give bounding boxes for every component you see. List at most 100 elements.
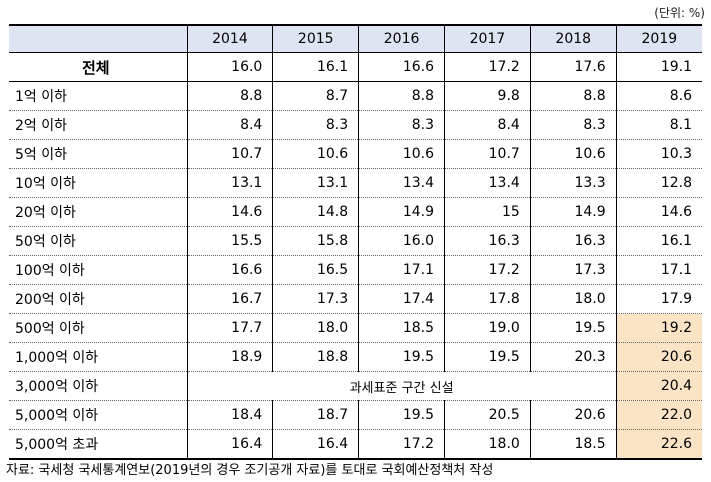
table-cell: 17.3 — [529, 255, 617, 285]
table-cell: 16.3 — [529, 226, 617, 256]
table-cell: 19.5 — [358, 342, 445, 372]
row-label: 5,000억 이하 — [9, 400, 187, 430]
highlighted-cell: 22.6 — [615, 429, 702, 460]
table-cell: 19.5 — [529, 313, 617, 343]
row-label: 10억 이하 — [9, 168, 187, 198]
table-row: 100억 이하 16.6 16.5 17.1 17.2 17.3 17.1 — [9, 255, 702, 285]
table-cell: 15.5 — [186, 226, 273, 256]
table-cell: 10.3 — [615, 139, 702, 169]
table-cell: 14.6 — [615, 197, 702, 227]
header-year-2019: 2019 — [615, 24, 702, 53]
table-row: 5,000억 초과 16.4 16.4 17.2 18.0 18.5 22.6 — [9, 429, 702, 460]
table-row: 10억 이하 13.1 13.1 13.4 13.4 13.3 12.8 — [9, 168, 702, 198]
table-cell: 16.0 — [358, 226, 445, 256]
table-cell: 8.7 — [272, 81, 359, 111]
header-year-2015: 2015 — [272, 24, 359, 53]
table-cell: 8.6 — [615, 81, 702, 111]
row-label: 전체 — [9, 52, 187, 82]
highlighted-cell: 22.0 — [615, 400, 702, 430]
table-cell: 17.2 — [443, 52, 531, 82]
table-row: 3,000억 이하 과세표준 구간 신설 20.4 — [9, 371, 702, 401]
table-cell: 18.0 — [272, 313, 359, 343]
table-cell: 17.7 — [186, 313, 273, 343]
table-cell: 20.6 — [529, 400, 617, 430]
table-cell: 8.1 — [615, 110, 702, 140]
tax-rate-table: 2014 2015 2016 2017 2018 2019 전체 16.0 16… — [9, 24, 702, 460]
table-cell: 13.3 — [529, 168, 617, 198]
table-cell: 18.4 — [186, 400, 273, 430]
table-cell: 15 — [443, 197, 531, 227]
table-cell: 19.1 — [615, 52, 702, 82]
table-cell: 8.8 — [529, 81, 617, 111]
table-row: 1,000억 이하 18.9 18.8 19.5 19.5 20.3 20.6 — [9, 342, 702, 372]
table-cell: 13.4 — [443, 168, 531, 198]
table-cell: 8.4 — [186, 110, 273, 140]
unit-label: (단위: %) — [654, 6, 705, 20]
table-cell: 8.8 — [358, 81, 445, 111]
header-year-2016: 2016 — [358, 24, 445, 53]
table-cell: 18.7 — [272, 400, 359, 430]
header-year-2018: 2018 — [529, 24, 617, 53]
row-label: 5억 이하 — [9, 139, 187, 169]
row-label: 1,000억 이하 — [9, 342, 187, 372]
table-cell: 16.1 — [615, 226, 702, 256]
table-row: 5억 이하 10.7 10.6 10.6 10.7 10.6 10.3 — [9, 139, 702, 169]
table-cell: 19.5 — [358, 400, 445, 430]
table-cell: 16.1 — [272, 52, 359, 82]
table-cell: 17.4 — [358, 284, 445, 314]
table-cell: 16.4 — [186, 429, 273, 460]
table-cell: 8.3 — [529, 110, 617, 140]
table-cell: 17.2 — [358, 429, 445, 460]
source-note: 자료: 국세청 국세통계연보(2019년의 경우 조기공개 자료)를 토대로 국… — [6, 463, 494, 478]
header-year-2017: 2017 — [443, 24, 531, 53]
header-year-2014: 2014 — [186, 24, 273, 53]
table-cell: 18.0 — [443, 429, 531, 460]
table-cell: 14.9 — [358, 197, 445, 227]
table-cell: 18.9 — [186, 342, 273, 372]
row-label: 1억 이하 — [9, 81, 187, 111]
row-label: 50억 이하 — [9, 226, 187, 256]
table-cell: 17.3 — [272, 284, 359, 314]
table-row: 20억 이하 14.6 14.8 14.9 15 14.9 14.6 — [9, 197, 702, 227]
table-cell: 17.1 — [358, 255, 445, 285]
table-cell: 18.0 — [529, 284, 617, 314]
table-cell: 17.9 — [615, 284, 702, 314]
table-cell: 17.2 — [443, 255, 531, 285]
highlighted-cell: 20.4 — [615, 371, 702, 401]
table-row: 50억 이하 15.5 15.8 16.0 16.3 16.3 16.1 — [9, 226, 702, 256]
table-cell: 10.7 — [443, 139, 531, 169]
table-cell: 20.5 — [443, 400, 531, 430]
table-cell: 8.4 — [443, 110, 531, 140]
table-cell: 16.5 — [272, 255, 359, 285]
table-cell: 14.8 — [272, 197, 359, 227]
table-row-total: 전체 16.0 16.1 16.6 17.2 17.6 19.1 — [9, 52, 702, 82]
row-label: 500억 이하 — [9, 313, 187, 343]
table-cell: 12.8 — [615, 168, 702, 198]
table-row: 1억 이하 8.8 8.7 8.8 9.8 8.8 8.6 — [9, 81, 702, 111]
table-cell: 16.6 — [186, 255, 273, 285]
table-cell: 15.8 — [272, 226, 359, 256]
table-cell: 16.0 — [186, 52, 273, 82]
header-cell-blank — [9, 24, 187, 53]
table-cell: 8.3 — [358, 110, 445, 140]
row-label: 2억 이하 — [9, 110, 187, 140]
highlighted-cell: 19.2 — [615, 313, 702, 343]
table-cell: 13.4 — [358, 168, 445, 198]
table-cell: 10.6 — [358, 139, 445, 169]
table-cell: 9.8 — [443, 81, 531, 111]
table-cell: 20.3 — [529, 342, 617, 372]
row-label: 20억 이하 — [9, 197, 187, 227]
table-cell: 13.1 — [272, 168, 359, 198]
table-cell: 17.8 — [443, 284, 531, 314]
table-cell: 19.0 — [443, 313, 531, 343]
table-cell: 16.4 — [272, 429, 359, 460]
merged-note-cell: 과세표준 구간 신설 — [186, 371, 617, 401]
table-cell: 16.7 — [186, 284, 273, 314]
table-cell: 13.1 — [186, 168, 273, 198]
table-cell: 8.8 — [186, 81, 273, 111]
table-cell: 10.7 — [186, 139, 273, 169]
table-row: 5,000억 이하 18.4 18.7 19.5 20.5 20.6 22.0 — [9, 400, 702, 430]
table-cell: 18.5 — [358, 313, 445, 343]
table-header-row: 2014 2015 2016 2017 2018 2019 — [9, 24, 702, 53]
table-cell: 18.8 — [272, 342, 359, 372]
